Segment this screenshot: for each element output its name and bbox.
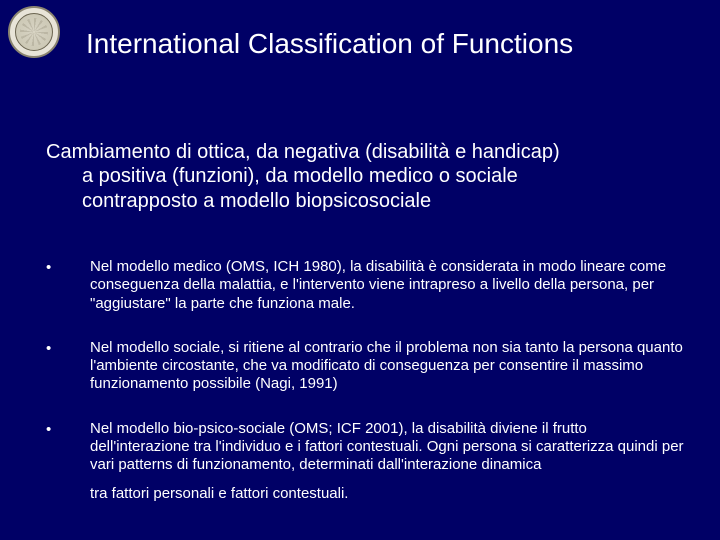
- intro-line-2: a positiva (funzioni), da modello medico…: [46, 164, 680, 188]
- intro-line-3: contrapposto a modello biopsicosociale: [46, 189, 680, 213]
- bullet-text: Nel modello sociale, si ritiene al contr…: [90, 339, 684, 394]
- list-item: • Nel modello medico (OMS, ICH 1980), la…: [46, 258, 684, 313]
- seal-logo: [8, 6, 60, 58]
- bullet-text: Nel modello bio-psico-sociale (OMS; ICF …: [90, 420, 684, 503]
- list-item: • Nel modello bio-psico-sociale (OMS; IC…: [46, 420, 684, 503]
- bullet-text: Nel modello medico (OMS, ICH 1980), la d…: [90, 258, 684, 313]
- bullet-marker: •: [46, 339, 90, 357]
- bullet-marker: •: [46, 420, 90, 438]
- seal-logo-inner: [15, 13, 53, 51]
- bullet-marker: •: [46, 258, 90, 276]
- intro-paragraph: Cambiamento di ottica, da negativa (disa…: [46, 140, 680, 213]
- intro-line-1: Cambiamento di ottica, da negativa (disa…: [46, 141, 560, 163]
- bullet-list: • Nel modello medico (OMS, ICH 1980), la…: [46, 258, 684, 503]
- bullet-text-final: tra fattori personali e fattori contestu…: [90, 485, 684, 503]
- bullet-text-main: Nel modello bio-psico-sociale (OMS; ICF …: [90, 420, 684, 474]
- slide-title: International Classification of Function…: [86, 28, 700, 60]
- list-item: • Nel modello sociale, si ritiene al con…: [46, 339, 684, 394]
